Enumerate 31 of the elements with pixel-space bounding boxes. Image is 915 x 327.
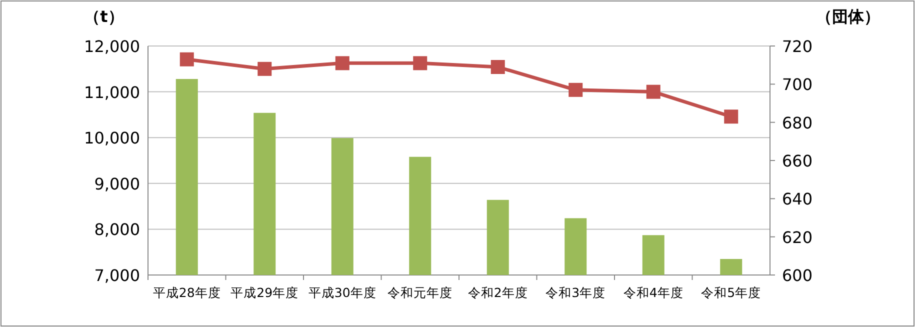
point [413,56,428,70]
x-tick-label: 平成30年度 [308,285,376,300]
point [490,60,505,74]
y-tick-label: 11,000 [84,82,140,102]
y2-tick-label: 680 [782,113,813,132]
point [258,62,272,76]
x-tick-label: 令和3年度 [546,285,606,300]
point [646,84,660,99]
y-tick-label: 12,000 [84,37,140,56]
y2-axis-title: （団体） [816,7,880,26]
point [568,82,583,97]
y2-tick-label: 620 [782,228,813,247]
x-tick-label: 令和2年度 [468,285,528,300]
y-tick-label: 7,000 [94,266,140,285]
x-tick-label: 令和元年度 [388,285,453,300]
x-tick-label: 令和5年度 [701,285,762,300]
y2-tick-label: 600 [782,266,813,285]
x-tick-label: 平成29年度 [230,285,299,300]
y-tick-label: 9,000 [94,174,140,194]
y2-tick-label: 700 [782,75,813,94]
x-tick-label: 平成28年度 [152,285,221,300]
point [180,52,194,66]
y-axis-title: （t） [84,7,124,26]
y2-tick-label: 660 [782,152,813,170]
y-tick-label: 8,000 [94,220,140,240]
point [335,56,350,70]
y2-tick-label: 640 [782,190,813,209]
point [724,110,738,124]
y-tick-label: 10,000 [84,128,140,148]
y2-tick-label: 720 [782,37,813,56]
x-tick-label: 令和4年度 [623,285,684,300]
